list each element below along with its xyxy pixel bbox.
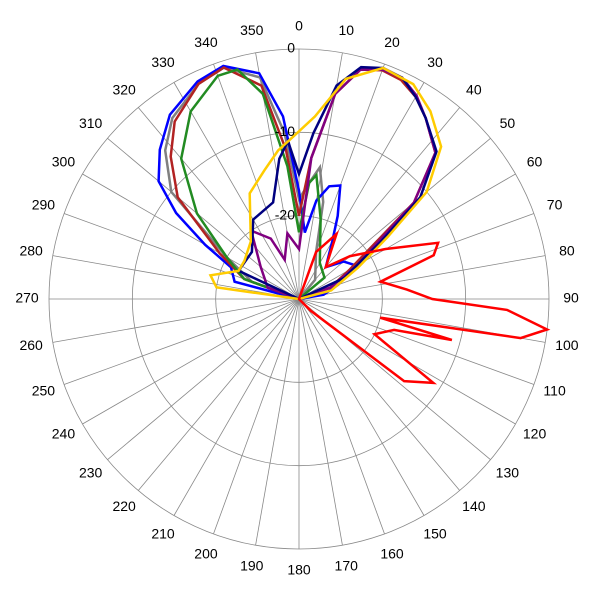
spoke <box>107 298 300 461</box>
pattern-line <box>236 65 438 301</box>
spoke <box>298 298 461 491</box>
spoke <box>63 298 300 385</box>
radius-label: 0 <box>287 40 295 56</box>
spoke <box>173 82 300 300</box>
pattern-line <box>208 66 443 301</box>
angle-label: 320 <box>112 81 136 97</box>
angle-label: 260 <box>19 337 43 353</box>
angle-label: 0 <box>295 18 303 34</box>
spoke <box>52 298 300 343</box>
angle-label: 160 <box>380 545 404 561</box>
angle-label: 230 <box>79 465 103 481</box>
angle-label: 40 <box>466 81 482 97</box>
pattern-line <box>297 230 551 385</box>
angle-label: 10 <box>338 22 354 38</box>
angle-label: 170 <box>335 558 359 574</box>
angle-label: 290 <box>32 197 56 213</box>
spoke <box>298 298 425 516</box>
spoke <box>298 298 385 535</box>
spoke <box>298 137 491 300</box>
angle-label: 210 <box>151 525 175 541</box>
spoke <box>255 298 300 546</box>
spoke <box>82 173 300 300</box>
spoke <box>298 255 546 300</box>
spoke <box>213 298 300 535</box>
angle-label: 80 <box>559 242 575 258</box>
angle-label: 130 <box>496 465 520 481</box>
spoke <box>298 298 535 385</box>
pattern-line <box>249 68 437 301</box>
angle-label: 120 <box>523 426 547 442</box>
angle-label: 250 <box>32 383 56 399</box>
angle-label: 310 <box>79 115 103 131</box>
spoke <box>107 137 300 300</box>
angle-label: 220 <box>112 498 136 514</box>
angle-label: 50 <box>500 115 516 131</box>
angle-label: 200 <box>194 545 218 561</box>
angle-label: 300 <box>52 154 76 170</box>
ring <box>48 48 550 550</box>
spoke <box>298 298 343 546</box>
angle-label: 270 <box>15 290 39 306</box>
angle-label: 280 <box>19 242 43 258</box>
spoke <box>173 298 300 516</box>
angle-label: 110 <box>543 383 566 399</box>
spoke <box>137 298 300 491</box>
angle-label: 70 <box>547 197 563 213</box>
pattern-line <box>157 64 360 301</box>
angle-label: 330 <box>151 54 175 70</box>
spoke <box>82 298 300 425</box>
radius-label: -20 <box>275 206 295 222</box>
angle-label: 100 <box>555 337 579 353</box>
angle-label: 190 <box>240 558 264 574</box>
angle-label: 20 <box>384 34 400 50</box>
angle-label: 90 <box>563 290 579 306</box>
pattern-line <box>179 68 326 301</box>
angle-label: 180 <box>287 562 311 578</box>
spoke <box>137 107 300 300</box>
angle-label: 350 <box>240 22 264 38</box>
angle-label: 240 <box>52 426 76 442</box>
angle-label: 340 <box>194 34 218 50</box>
angle-label: 140 <box>462 498 486 514</box>
radius-label: -10 <box>275 123 295 139</box>
angle-label: 150 <box>423 525 447 541</box>
angle-label: 30 <box>427 54 443 70</box>
spoke <box>52 255 300 300</box>
spoke <box>298 173 516 300</box>
angle-label: 60 <box>527 154 543 170</box>
